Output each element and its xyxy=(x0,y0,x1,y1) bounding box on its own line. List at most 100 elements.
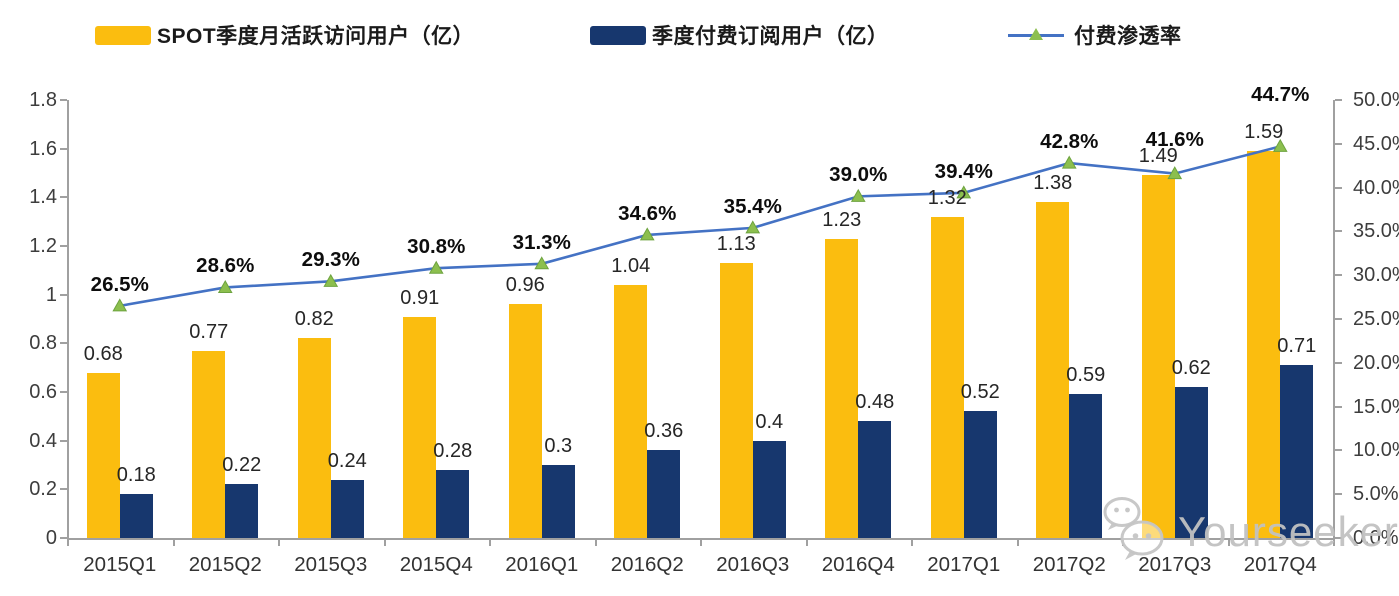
x-axis-tick xyxy=(172,538,175,546)
right-axis-tick xyxy=(1335,99,1342,101)
x-axis-tick xyxy=(1333,538,1335,546)
mau-value-label: 1.49 xyxy=(1138,145,1178,168)
mau-bar xyxy=(86,372,120,538)
legend-label-mau: SPOT季度月活跃访问用户（亿） xyxy=(157,25,475,48)
subscribers-value-label: 0.3 xyxy=(544,435,573,457)
subscribers-value-label: 0.36 xyxy=(644,420,684,443)
wechat-icon xyxy=(1103,497,1164,560)
left-axis-tick xyxy=(60,196,67,199)
subscribers-bar xyxy=(752,440,786,538)
right-axis-tick-label: 40.0% xyxy=(1353,176,1399,199)
subscribers-bar xyxy=(963,411,997,538)
right-axis-tick xyxy=(1335,274,1342,277)
x-axis-tick xyxy=(383,538,386,546)
subscribers-value-label: 0.71 xyxy=(1277,335,1317,358)
right-axis-tick xyxy=(1335,493,1342,496)
subscribers-bar xyxy=(330,479,364,538)
right-axis-tick xyxy=(1335,230,1342,233)
legend-label-penetration: 付费渗透率 xyxy=(1074,25,1182,48)
x-axis-tick xyxy=(1227,538,1230,546)
legend-item-mau: SPOT季度月活跃访问用户（亿） xyxy=(95,22,474,48)
right-axis-tick xyxy=(1335,537,1342,539)
x-axis-label: 2017Q4 xyxy=(1243,553,1317,576)
penetration-marker-icon xyxy=(112,298,128,312)
right-axis-tick xyxy=(1335,361,1342,364)
mau-value-label: 1.23 xyxy=(822,208,862,231)
mau-value-label: 0.77 xyxy=(189,320,229,343)
mau-bar xyxy=(1036,202,1070,538)
penetration-value-label: 35.4% xyxy=(723,194,782,218)
left-axis-tick xyxy=(60,245,67,247)
legend-swatch-subscribers xyxy=(590,25,646,45)
legend-item-penetration: 付费渗透率 xyxy=(1008,22,1182,48)
right-axis-tick xyxy=(1335,186,1342,189)
subscribers-bar xyxy=(436,469,470,538)
x-axis-tick xyxy=(1016,538,1019,546)
subscribers-value-label: 0.24 xyxy=(327,449,367,472)
subscribers-value-label: 0.59 xyxy=(1066,364,1106,387)
right-axis-tick xyxy=(1335,449,1342,452)
mau-value-label: 1.13 xyxy=(716,233,756,256)
mau-bar xyxy=(192,350,226,538)
penetration-value-label: 41.6% xyxy=(1145,127,1204,151)
x-axis-tick xyxy=(67,538,69,546)
mau-bar xyxy=(719,263,753,538)
x-axis-label: 2016Q3 xyxy=(716,553,790,576)
subscribers-bar xyxy=(541,465,575,538)
penetration-value-label: 34.6% xyxy=(618,201,677,225)
penetration-marker-icon xyxy=(956,185,972,199)
mau-bar xyxy=(614,284,648,538)
x-axis-label: 2016Q4 xyxy=(821,553,895,576)
left-axis-tick xyxy=(60,391,67,393)
right-axis-tick-label: 5.0% xyxy=(1353,483,1399,506)
x-axis-label: 2016Q1 xyxy=(505,553,579,576)
left-axis-tick xyxy=(60,439,67,442)
watermark: Yourseeker xyxy=(1098,494,1399,564)
left-axis-tick xyxy=(60,147,67,150)
x-axis-tick xyxy=(278,538,280,546)
right-axis-tick-label: 50.0% xyxy=(1353,89,1399,111)
subscribers-value-label: 0.4 xyxy=(755,410,784,433)
penetration-marker-icon xyxy=(217,279,233,293)
x-axis-label: 2017Q2 xyxy=(1032,553,1106,576)
penetration-marker-icon xyxy=(745,220,761,234)
mau-value-label: 1.59 xyxy=(1244,121,1284,144)
mau-bar xyxy=(825,238,859,538)
mau-value-label: 0.82 xyxy=(294,308,334,331)
left-axis-tick-label: 1.8 xyxy=(29,89,57,111)
left-axis-tick xyxy=(60,537,67,539)
penetration-value-label: 42.8% xyxy=(1040,130,1099,154)
mau-bar xyxy=(1141,175,1175,538)
x-axis-label: 2016Q2 xyxy=(610,553,684,576)
subscribers-value-label: 0.62 xyxy=(1171,357,1211,380)
penetration-value-label: 28.6% xyxy=(196,254,255,278)
penetration-marker-icon xyxy=(323,273,339,287)
x-axis-tick xyxy=(700,538,702,546)
legend-label-subscribers: 季度付费订阅用户（亿） xyxy=(652,25,889,48)
x-axis-label: 2015Q1 xyxy=(83,553,157,576)
left-axis-tick xyxy=(60,488,67,491)
subscribers-bar xyxy=(858,421,892,538)
right-axis-tick xyxy=(1335,405,1342,408)
subscribers-bar xyxy=(225,484,259,538)
penetration-marker-icon xyxy=(1272,138,1288,152)
x-axis-label: 2015Q3 xyxy=(294,553,368,576)
subscribers-value-label: 0.22 xyxy=(222,454,262,477)
left-axis-tick-label: 0.2 xyxy=(29,478,57,501)
right-axis-tick-label: 35.0% xyxy=(1353,220,1399,243)
subscribers-bar xyxy=(1174,387,1208,538)
subscribers-bar xyxy=(119,494,153,538)
right-axis-tick-label: 30.0% xyxy=(1353,264,1399,287)
penetration-marker-icon xyxy=(850,188,866,202)
legend-swatch-mau xyxy=(95,25,151,45)
x-axis-label: 2017Q3 xyxy=(1138,553,1212,576)
left-axis-tick xyxy=(60,99,67,101)
right-axis-line xyxy=(1333,100,1335,538)
right-axis-tick-label: 0.0% xyxy=(1353,527,1399,549)
right-axis-tick-label: 25.0% xyxy=(1353,308,1399,330)
subscribers-value-label: 0.28 xyxy=(433,439,473,462)
penetration-value-label: 30.8% xyxy=(407,235,466,259)
right-axis-tick xyxy=(1335,318,1342,320)
